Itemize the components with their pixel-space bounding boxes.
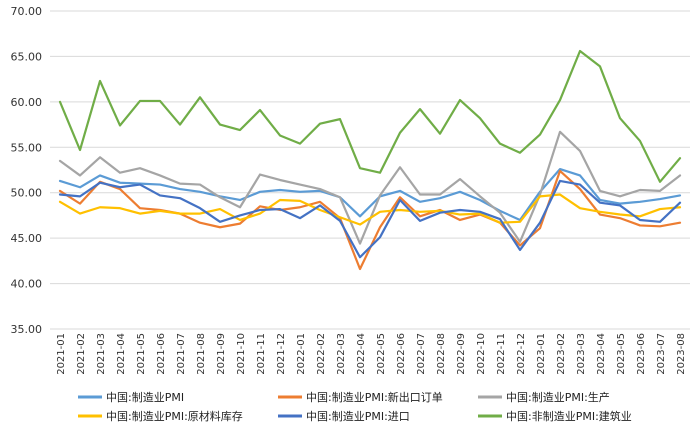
series-line [58, 130, 682, 245]
x-tick-label: 2022-09 [456, 333, 467, 375]
series-line [58, 193, 682, 226]
y-tick-label: 50.00 [11, 187, 43, 200]
x-tick-label: 2023-05 [616, 333, 627, 375]
x-tick-label: 2023-03 [576, 333, 587, 375]
x-tick-label: 2021-06 [156, 333, 167, 375]
y-tick-label: 60.00 [11, 96, 43, 109]
x-tick-label: 2022-06 [396, 333, 407, 375]
x-tick-label: 2022-11 [496, 333, 507, 375]
series-line [58, 49, 682, 183]
x-tick-label: 2023-06 [636, 333, 647, 375]
legend: 中国:制造业PMI 中国:制造业PMI:新出口订单 中国:制造业PMI:生产中国:制… [78, 390, 632, 423]
x-tick-label: 2021-10 [236, 333, 247, 375]
x-tick-label: 2022-01 [296, 333, 307, 375]
series-lines [58, 49, 682, 271]
y-tick-label: 35.00 [11, 323, 43, 336]
x-tick-label: 2022-05 [376, 333, 387, 375]
x-tick-label: 2021-02 [76, 333, 87, 375]
x-tick-label: 2021-09 [216, 333, 227, 375]
series-line [58, 179, 682, 259]
x-tick-label: 2021-08 [196, 333, 207, 375]
x-tick-label: 2022-12 [516, 333, 527, 375]
y-tick-label: 45.00 [11, 232, 43, 245]
x-tick-label: 2023-02 [556, 333, 567, 375]
series-line [58, 167, 682, 222]
x-tick-label: 2023-01 [536, 333, 547, 375]
y-axis-ticks: 35.00 40.00 45.00 50.00 55.00 60.00 65.00 70.00 [11, 5, 43, 336]
x-tick-label: 2022-03 [336, 333, 347, 375]
x-tick-label: 2022-04 [356, 333, 367, 375]
y-tick-label: 65.00 [11, 50, 43, 63]
x-tick-label: 2023-04 [596, 333, 607, 375]
x-tick-label: 2021-12 [276, 333, 287, 375]
x-tick-label: 2022-10 [476, 333, 487, 375]
x-tick-label: 2021-07 [176, 333, 187, 375]
legend-label: 中国:制造业PMI [106, 390, 184, 404]
x-tick-label: 2023-08 [676, 333, 687, 375]
legend-label: 中国:制造业PMI:生产 [506, 390, 610, 404]
x-tick-label: 2021-03 [96, 333, 107, 375]
x-tick-label: 2022-08 [436, 333, 447, 375]
x-tick-label: 2021-05 [136, 333, 147, 375]
x-tick-label: 2022-02 [316, 333, 327, 375]
x-tick-label: 2022-07 [416, 333, 427, 375]
x-axis-ticks: 2021-01 2021-02 2021-03 2021-04 2021-05 2021-… [56, 333, 687, 375]
x-tick-label: 2023-07 [656, 333, 667, 375]
legend-label: 中国:非制造业PMI:建筑业 [506, 409, 632, 423]
x-tick-label: 2021-04 [116, 333, 127, 375]
y-tick-label: 70.00 [11, 5, 43, 18]
x-tick-label: 2021-11 [256, 333, 267, 375]
legend-label: 中国:制造业PMI:进口 [306, 409, 410, 423]
y-tick-label: 40.00 [11, 278, 43, 291]
legend-label: 中国:制造业PMI:原材料库存 [106, 409, 243, 423]
y-tick-label: 55.00 [11, 141, 43, 154]
x-tick-label: 2021-01 [56, 333, 67, 375]
legend-label: 中国:制造业PMI:新出口订单 [306, 390, 443, 404]
